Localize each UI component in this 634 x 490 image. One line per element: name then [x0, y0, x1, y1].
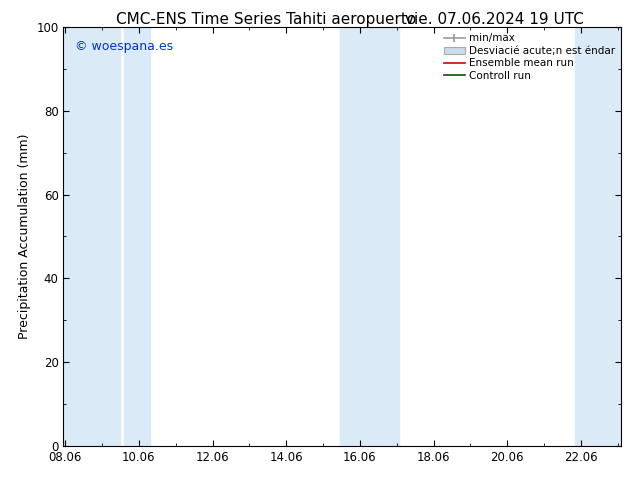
Bar	[124, 27, 150, 446]
Text: CMC-ENS Time Series Tahiti aeropuerto: CMC-ENS Time Series Tahiti aeropuerto	[116, 12, 417, 27]
Bar	[340, 27, 399, 446]
Text: © woespana.es: © woespana.es	[75, 40, 172, 52]
Y-axis label: Precipitation Accumulation (mm): Precipitation Accumulation (mm)	[18, 134, 30, 339]
Text: vie. 07.06.2024 19 UTC: vie. 07.06.2024 19 UTC	[405, 12, 584, 27]
Bar	[575, 27, 625, 446]
Legend: min/max, Desviacié acute;n est éndar, Ensemble mean run, Controll run: min/max, Desviacié acute;n est éndar, En…	[440, 29, 619, 85]
Bar	[63, 27, 120, 446]
Bar	[63, 27, 113, 446]
